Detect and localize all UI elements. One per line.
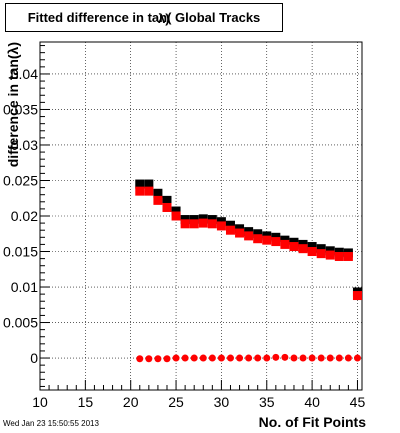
data-point-square [316, 249, 326, 259]
data-point-square [189, 219, 199, 229]
data-point-circle [181, 354, 189, 362]
data-points [135, 179, 362, 363]
data-point-square [225, 220, 235, 230]
chart-title-box: Fitted difference in tan( Global Tracks … [5, 3, 283, 32]
data-point-square [253, 234, 263, 244]
data-point-square [334, 251, 344, 261]
data-point-square [280, 239, 290, 249]
y-tick-label: 0.01 [11, 279, 38, 295]
x-tick-label: 40 [304, 394, 320, 410]
data-point-square [307, 247, 317, 257]
y-tick-label: 0.02 [11, 208, 38, 224]
y-axis-label: difference in tan(λ) [5, 42, 21, 167]
data-point-square [316, 244, 326, 254]
x-axis-label: No. of Fit Points [259, 414, 367, 430]
y-tick-label: 0.005 [3, 315, 38, 331]
y-tick-label: 0.03 [11, 137, 38, 153]
data-point-circle [263, 354, 271, 362]
data-point-square [162, 202, 172, 212]
data-point-circle [190, 354, 198, 362]
data-point-circle [172, 354, 180, 362]
data-point-circle [217, 354, 225, 362]
x-tick-label: 45 [350, 394, 366, 410]
data-point-circle [290, 354, 298, 362]
x-tick-label: 10 [32, 394, 48, 410]
data-point-circle [326, 354, 334, 362]
x-tick-label: 15 [78, 394, 94, 410]
data-point-square [135, 186, 145, 196]
x-tick-label: 20 [123, 394, 139, 410]
data-point-circle [245, 354, 253, 362]
data-point-square [171, 211, 181, 221]
x-axis: 10 15 20 25 30 35 40 45 [32, 380, 365, 410]
data-point-square [298, 244, 308, 254]
y-tick-label: 0.015 [3, 244, 38, 260]
data-point-square [271, 237, 281, 247]
chart-title-overlay: λ) [158, 11, 170, 26]
data-point-square [235, 228, 245, 238]
data-point-circle [145, 355, 153, 363]
data-point-square [343, 251, 353, 261]
data-point-square [198, 218, 208, 228]
data-point-circle [199, 354, 207, 362]
data-point-circle [344, 354, 352, 362]
y-tick-label: 0 [30, 350, 38, 366]
data-point-circle [353, 354, 361, 362]
data-point-circle [226, 354, 234, 362]
data-point-square [144, 179, 154, 189]
y-axis: 0 0.005 0.01 0.015 0.02 0.025 0.03 0.035 0.04 [3, 45, 50, 387]
data-point-circle [154, 355, 162, 363]
data-point-square [289, 242, 299, 252]
timestamp: Wed Jan 23 15:50:55 2013 [3, 419, 99, 428]
x-tick-label: 30 [214, 394, 230, 410]
x-tick-label: 35 [259, 394, 275, 410]
data-point-circle [335, 354, 343, 362]
data-point-square [207, 219, 217, 229]
data-point-circle [299, 354, 307, 362]
data-point-square [352, 291, 362, 301]
chart-title: Fitted difference in tan( Global Tracks [27, 10, 261, 25]
y-tick-label: 0.04 [11, 66, 38, 82]
data-point-square [171, 206, 181, 216]
data-point-square [262, 235, 272, 245]
data-point-square [153, 195, 163, 205]
data-point-circle [208, 354, 216, 362]
data-point-circle [136, 355, 144, 363]
data-point-square [153, 188, 163, 198]
data-point-circle [308, 354, 316, 362]
data-point-circle [236, 354, 244, 362]
data-point-circle [272, 353, 280, 361]
data-point-square [325, 250, 335, 260]
data-point-circle [163, 355, 171, 363]
y-tick-label: 0.025 [3, 172, 38, 188]
data-point-square [225, 225, 235, 235]
data-point-square [135, 179, 145, 189]
data-point-square [180, 219, 190, 229]
data-point-square [144, 186, 154, 196]
data-point-circle [317, 354, 325, 362]
data-point-square [162, 195, 172, 205]
data-point-square [216, 221, 226, 231]
x-tick-label: 25 [168, 394, 184, 410]
data-point-square [307, 242, 317, 252]
data-point-square [253, 229, 263, 239]
data-point-circle [254, 354, 262, 362]
y-tick-label: 0.035 [3, 101, 38, 117]
data-point-square [244, 231, 254, 241]
data-point-circle [281, 353, 289, 361]
